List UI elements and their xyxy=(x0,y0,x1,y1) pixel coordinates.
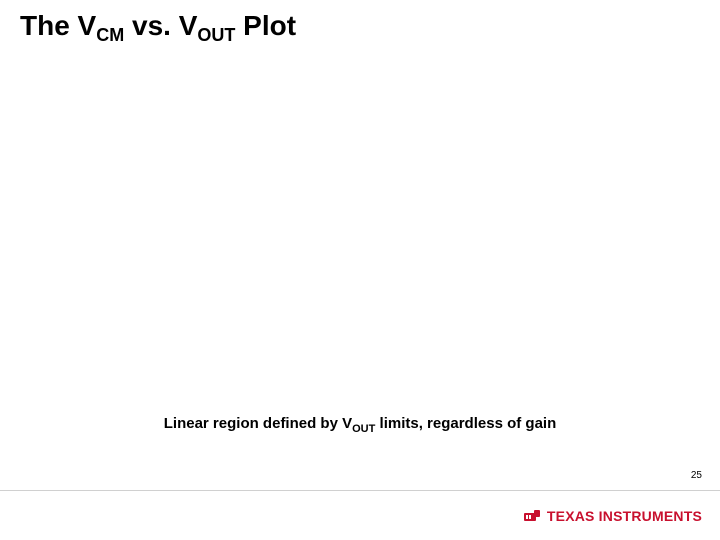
title-sub-1: CM xyxy=(96,25,124,45)
caption-text-1: Linear region defined by V xyxy=(164,415,352,432)
caption-sub: OUT xyxy=(352,423,375,435)
caption-text-2: limits, regardless of gain xyxy=(375,415,556,432)
ti-logo-text: TEXAS INSTRUMENTS xyxy=(547,508,702,524)
title-text-1: The V xyxy=(20,10,96,41)
slide-title: The VCM vs. VOUT Plot xyxy=(20,10,296,44)
footer: TEXAS INSTRUMENTS xyxy=(0,490,720,540)
page-number: 25 xyxy=(691,470,702,481)
title-text-2: vs. V xyxy=(124,10,197,41)
title-text-3: Plot xyxy=(235,10,296,41)
ti-chip-icon xyxy=(523,509,541,523)
title-sub-2: OUT xyxy=(197,25,235,45)
slide-caption: Linear region defined by VOUT limits, re… xyxy=(0,415,720,435)
ti-logo: TEXAS INSTRUMENTS xyxy=(523,508,702,524)
slide: The VCM vs. VOUT Plot Linear region defi… xyxy=(0,0,720,540)
